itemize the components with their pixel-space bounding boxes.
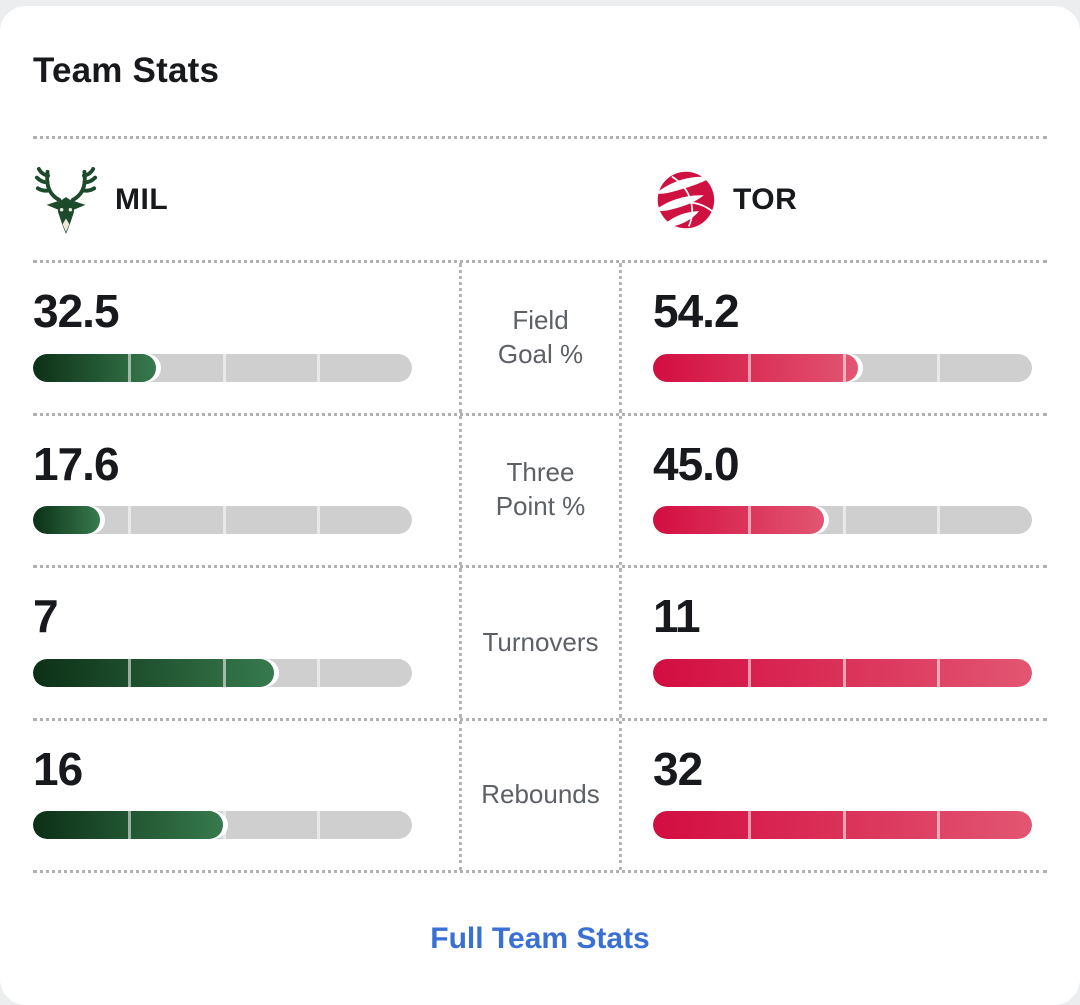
bar-segment-divider [317,811,321,839]
home-stat-bar [33,353,412,382]
home-stat-value: 17.6 [33,437,120,490]
away-stat-value: 45.0 [653,437,740,490]
stat-label: Field Goal % [497,304,584,369]
home-stat-value: 32.5 [33,285,120,337]
stat-label-cell: Three Point % [459,415,622,565]
stat-label-cell: Field Goal % [459,263,622,413]
away-stat-cell: 54.2 [622,263,1047,413]
bar-segment-divider [937,353,941,382]
home-stat-bar [33,658,412,687]
home-stat-value: 16 [33,742,83,795]
away-stat-bar [653,811,1032,839]
away-stat-value: 54.2 [653,285,740,337]
stat-label-cell: Turnovers [459,568,622,718]
away-bar-fill [653,353,859,382]
bar-segment-divider [842,658,846,687]
page-title: Team Stats [33,51,220,90]
home-stat-value: 7 [33,590,59,642]
bar-segment-divider [127,811,131,839]
team-home: MIL [33,164,459,236]
card-header: Team Stats [33,6,1047,139]
bucks-logo-icon [33,164,99,236]
team-home-abbr: MIL [115,182,169,216]
bar-segment-divider [317,353,321,382]
team-stats-card: Team Stats [0,6,1080,1005]
full-team-stats-link[interactable]: Full Team Stats [430,922,650,955]
bar-segment-divider [317,658,321,687]
bar-segment-divider [222,658,226,687]
raptors-logo-icon [653,168,717,232]
home-stat-cell: 7 [33,568,459,718]
card-footer: Full Team Stats [33,873,1047,1005]
team-away-abbr: TOR [733,182,798,216]
home-bar-fill [33,353,157,382]
away-stat-bar [653,506,1032,534]
away-stat-bar [653,353,1032,382]
bar-segment-divider [222,811,226,839]
stat-label: Three Point % [495,457,586,522]
away-stat-cell: 32 [622,721,1047,871]
bar-segment-divider [842,353,846,382]
bar-segment-divider [127,353,131,382]
stat-label: Turnovers [482,626,599,657]
bar-segment-divider [842,506,846,534]
team-header-row: MIL TOR [33,139,1047,263]
away-stat-cell: 11 [622,568,1047,718]
stat-row-three-point-pct: 17.6 Three Point % 45.0 [33,415,1047,568]
bar-segment-divider [842,811,846,839]
away-stat-value: 32 [653,742,703,795]
bar-segment-divider [127,658,131,687]
stat-row-field-goal-pct: 32.5 Field Goal % 54.2 [33,263,1047,416]
away-bar-fill [653,506,824,534]
bar-segment-divider [127,506,131,534]
bar-segment-divider [747,506,751,534]
bar-segment-divider [222,506,226,534]
away-stat-bar [653,658,1032,687]
bar-segment-divider [222,353,226,382]
away-stat-cell: 45.0 [622,416,1047,566]
home-bar-fill [33,658,275,687]
stat-row-turnovers: 7 Turnovers 11 [33,568,1047,721]
home-bar-fill [33,506,100,534]
bar-segment-divider [937,506,941,534]
away-stat-value: 11 [653,590,701,642]
home-stat-cell: 16 [33,721,459,871]
bar-segment-divider [747,353,751,382]
stat-label-cell: Rebounds [459,720,622,870]
bar-segment-divider [317,506,321,534]
bar-segment-divider [937,811,941,839]
home-stat-bar [33,811,412,839]
home-stat-bar [33,506,412,534]
team-away: TOR [622,168,1047,232]
bar-segment-divider [747,811,751,839]
stat-row-rebounds: 16 Rebounds 32 [33,720,1047,873]
bar-segment-divider [937,658,941,687]
home-stat-cell: 32.5 [33,263,459,413]
bar-segment-divider [747,658,751,687]
stat-label: Rebounds [481,779,600,810]
home-stat-cell: 17.6 [33,416,459,566]
